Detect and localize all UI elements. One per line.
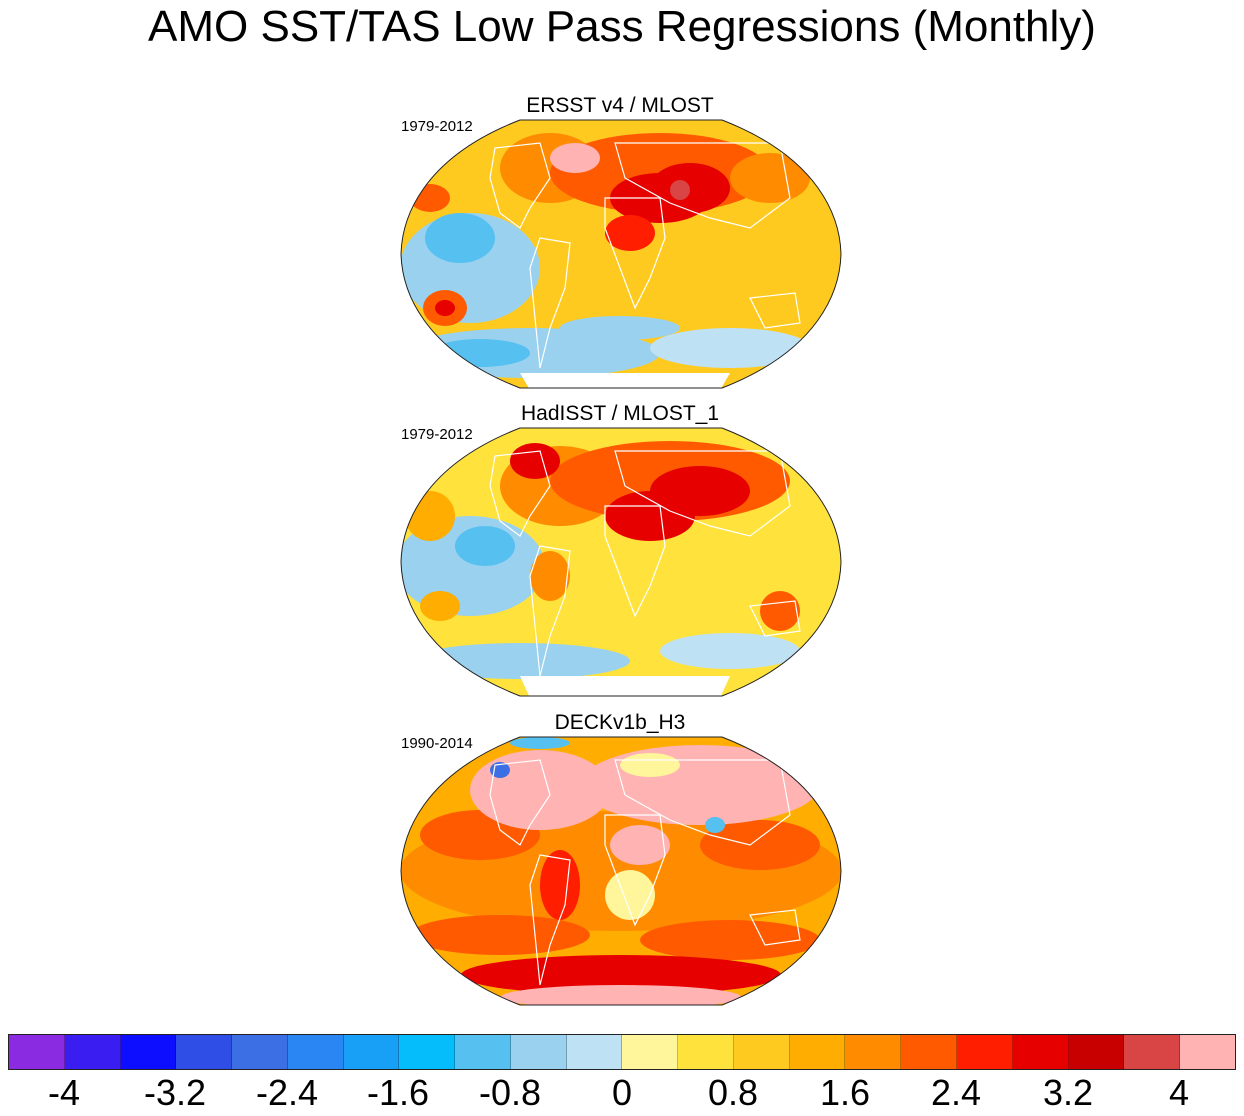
figure-title: AMO SST/TAS Low Pass Regressions (Monthl…	[148, 2, 1096, 51]
panel-title-1: ERSST v4 / MLOST	[526, 94, 714, 117]
colorbar-box	[343, 1035, 400, 1069]
colorbar-box	[566, 1035, 623, 1069]
colorbar-label: 3.2	[1042, 1072, 1094, 1113]
colorbar-label: -3.2	[143, 1072, 207, 1113]
colorbar-box	[1180, 1035, 1235, 1069]
colorbar-box	[1012, 1035, 1069, 1069]
colorbar-label: 0	[611, 1072, 633, 1113]
panel-period-2: 1979-2012	[401, 426, 473, 443]
colorbar-label: -2.4	[255, 1072, 319, 1113]
colorbar-label: -1.6	[366, 1072, 430, 1113]
colorbar-box	[120, 1035, 177, 1069]
colorbar-label: 1.6	[819, 1072, 871, 1113]
colorbar-box	[287, 1035, 344, 1069]
panel-period-1: 1979-2012	[401, 118, 473, 135]
colorbar-label: 0.8	[707, 1072, 759, 1113]
colorbar-box	[845, 1035, 902, 1069]
colorbar-label: 2.4	[930, 1072, 982, 1113]
panel-period-3: 1990-2014	[401, 735, 473, 752]
colorbar-box	[510, 1035, 567, 1069]
colorbar-box	[622, 1035, 679, 1069]
colorbar-box	[957, 1035, 1013, 1069]
map-panel-3	[400, 736, 842, 1006]
panel-title-3: DECKv1b_H3	[554, 711, 686, 734]
colorbar-label: -0.8	[478, 1072, 542, 1113]
map-panel-1	[400, 119, 842, 389]
colorbar-box	[789, 1035, 846, 1069]
colorbar-box	[399, 1035, 456, 1069]
map-panel-2	[400, 427, 842, 697]
colorbar-box	[733, 1035, 790, 1069]
colorbar-box	[176, 1035, 233, 1069]
colorbar-box	[232, 1035, 288, 1069]
colorbar-box	[455, 1035, 511, 1069]
colorbar-box	[901, 1035, 958, 1069]
colorbar-box	[1124, 1035, 1181, 1069]
colorbar-label: -4	[47, 1072, 81, 1113]
colorbar	[8, 1034, 1236, 1070]
colorbar-label: 4	[1168, 1072, 1190, 1113]
colorbar-box	[9, 1035, 65, 1069]
colorbar-box	[64, 1035, 121, 1069]
colorbar-box	[678, 1035, 734, 1069]
panel-title-2: HadISST / MLOST_1	[520, 402, 720, 425]
colorbar-box	[1068, 1035, 1125, 1069]
